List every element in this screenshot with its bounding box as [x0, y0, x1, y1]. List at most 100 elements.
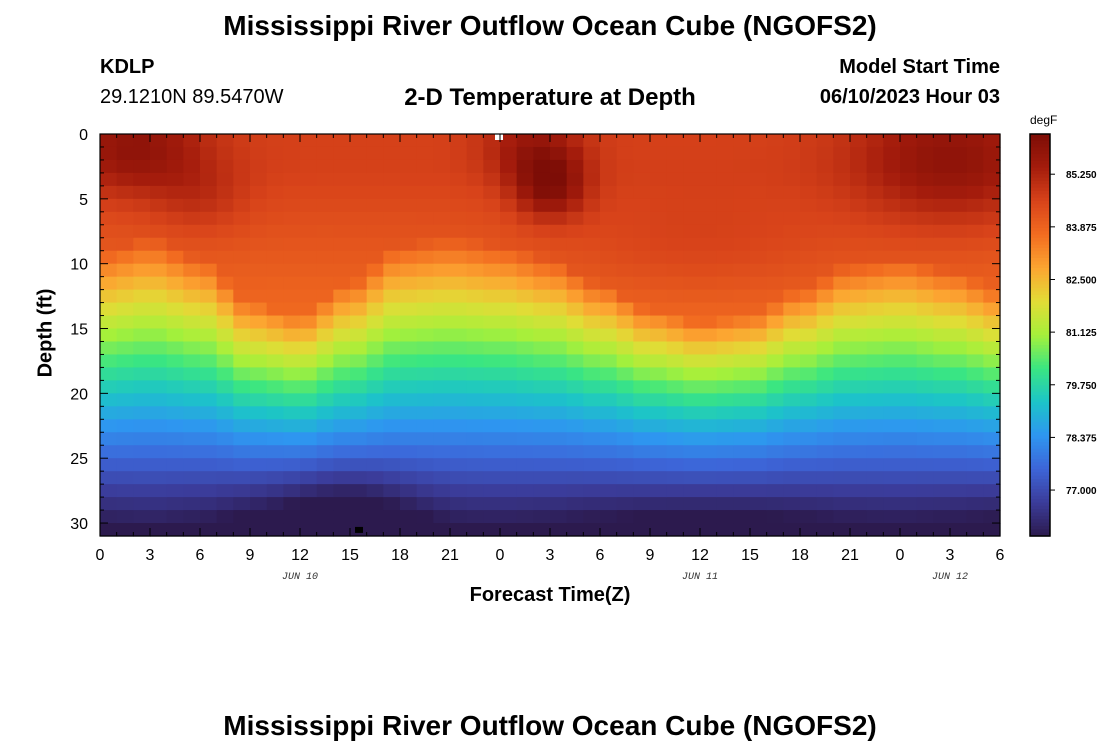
- heatmap-cell: [183, 419, 201, 433]
- heatmap-cell: [100, 432, 118, 446]
- heatmap-cell: [116, 497, 134, 511]
- heatmap-cell: [533, 198, 551, 213]
- heatmap-cell: [666, 510, 684, 524]
- heatmap-cell: [900, 276, 918, 291]
- heatmap-cell: [350, 484, 368, 498]
- heatmap-cell: [100, 406, 118, 420]
- heatmap-cell: [383, 211, 401, 226]
- heatmap-cell: [200, 289, 218, 304]
- heatmap-cell: [166, 380, 184, 394]
- heatmap-cell: [983, 159, 1001, 174]
- heatmap-cell: [933, 276, 951, 291]
- heatmap-cell: [466, 134, 484, 148]
- heatmap-cell: [200, 458, 218, 472]
- heatmap-cell: [833, 315, 851, 330]
- heatmap-cell: [100, 237, 118, 252]
- heatmap-cell: [333, 289, 351, 304]
- y-tick-label: 30: [70, 516, 88, 533]
- heatmap-cell: [916, 224, 934, 239]
- heatmap-cell: [233, 224, 251, 239]
- heatmap-cell: [550, 263, 568, 278]
- heatmap-cell: [166, 471, 184, 485]
- heatmap-cell: [266, 289, 284, 304]
- heatmap-cell: [316, 159, 334, 174]
- heatmap-cell: [733, 497, 751, 511]
- heatmap-cell: [766, 406, 784, 420]
- heatmap-cell: [700, 419, 718, 433]
- colorbar-band: [1030, 475, 1050, 480]
- heatmap-cell: [416, 185, 434, 200]
- heatmap-cell: [116, 328, 134, 343]
- heatmap-cell: [383, 419, 401, 433]
- heatmap-cell: [600, 367, 618, 381]
- heatmap-cell: [533, 263, 551, 278]
- heatmap-cell: [766, 328, 784, 343]
- heatmap-cell: [500, 510, 518, 524]
- heatmap-cell: [266, 224, 284, 239]
- heatmap-cell: [633, 159, 651, 174]
- heatmap-cell: [783, 367, 801, 381]
- heatmap-cell: [966, 328, 984, 343]
- heatmap-cell: [100, 484, 118, 498]
- x-tick-label: 12: [291, 547, 309, 564]
- heatmap-cell: [633, 419, 651, 433]
- heatmap-cell: [566, 354, 584, 369]
- heatmap-cell: [533, 146, 551, 161]
- heatmap-cell: [400, 406, 418, 420]
- heatmap-cell: [783, 510, 801, 524]
- heatmap-cell: [833, 146, 851, 161]
- heatmap-cell: [950, 146, 968, 161]
- colorbar-band: [1030, 174, 1050, 179]
- heatmap-cell: [816, 445, 834, 459]
- heatmap-cell: [583, 380, 601, 394]
- heatmap-cell: [283, 419, 301, 433]
- heatmap-cell: [366, 237, 384, 252]
- heatmap-cell: [933, 393, 951, 407]
- heatmap-cell: [916, 211, 934, 226]
- heatmap-cell: [783, 224, 801, 239]
- heatmap-cell: [550, 146, 568, 161]
- colorbar-band: [1030, 157, 1050, 162]
- heatmap-cell: [516, 341, 534, 356]
- heatmap-cell: [266, 380, 284, 394]
- heatmap-cell: [616, 276, 634, 291]
- heatmap-cell: [300, 341, 318, 356]
- heatmap-cell: [383, 237, 401, 252]
- heatmap-cell: [816, 328, 834, 343]
- heatmap-cell: [350, 354, 368, 369]
- heatmap-cell: [783, 263, 801, 278]
- y-tick-label: 10: [70, 257, 88, 274]
- heatmap-cell: [500, 224, 518, 239]
- heatmap-cell: [600, 419, 618, 433]
- heatmap-cell: [500, 315, 518, 330]
- heatmap-cell: [383, 302, 401, 317]
- heatmap-cell: [400, 250, 418, 265]
- heatmap-cell: [616, 523, 634, 537]
- heatmap-cell: [183, 302, 201, 317]
- heatmap-cell: [416, 237, 434, 252]
- heatmap-cell: [216, 432, 234, 446]
- heatmap-cell: [283, 146, 301, 161]
- heatmap-cell: [116, 471, 134, 485]
- heatmap-cell: [366, 523, 384, 537]
- heatmap-cell: [133, 380, 151, 394]
- heatmap-cell: [216, 185, 234, 200]
- heatmap-cell: [350, 159, 368, 174]
- heatmap-cell: [100, 315, 118, 330]
- heatmap-cell: [150, 315, 168, 330]
- heatmap-cell: [983, 497, 1001, 511]
- heatmap-cell: [883, 315, 901, 330]
- heatmap-cell: [733, 250, 751, 265]
- heatmap-cell: [800, 172, 818, 187]
- heatmap-cell: [383, 510, 401, 524]
- heatmap-cell: [816, 341, 834, 356]
- heatmap-cell: [816, 523, 834, 537]
- heatmap-cell: [233, 484, 251, 498]
- heatmap-cell: [716, 263, 734, 278]
- heatmap-cell: [966, 497, 984, 511]
- heatmap-cell: [900, 328, 918, 343]
- heatmap-cell: [200, 406, 218, 420]
- heatmap-cell: [800, 406, 818, 420]
- heatmap-cell: [983, 237, 1001, 252]
- heatmap-cell: [433, 354, 451, 369]
